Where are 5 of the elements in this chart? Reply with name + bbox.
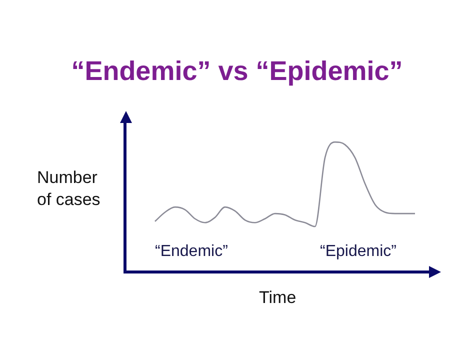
chart-title: “Endemic” vs “Epidemic” xyxy=(70,56,404,87)
y-axis-title: Number of cases xyxy=(37,167,102,211)
x-axis-title: Time xyxy=(259,288,296,308)
annotation: “Endemic” xyxy=(155,243,228,261)
annotation: “Epidemic” xyxy=(320,243,396,261)
